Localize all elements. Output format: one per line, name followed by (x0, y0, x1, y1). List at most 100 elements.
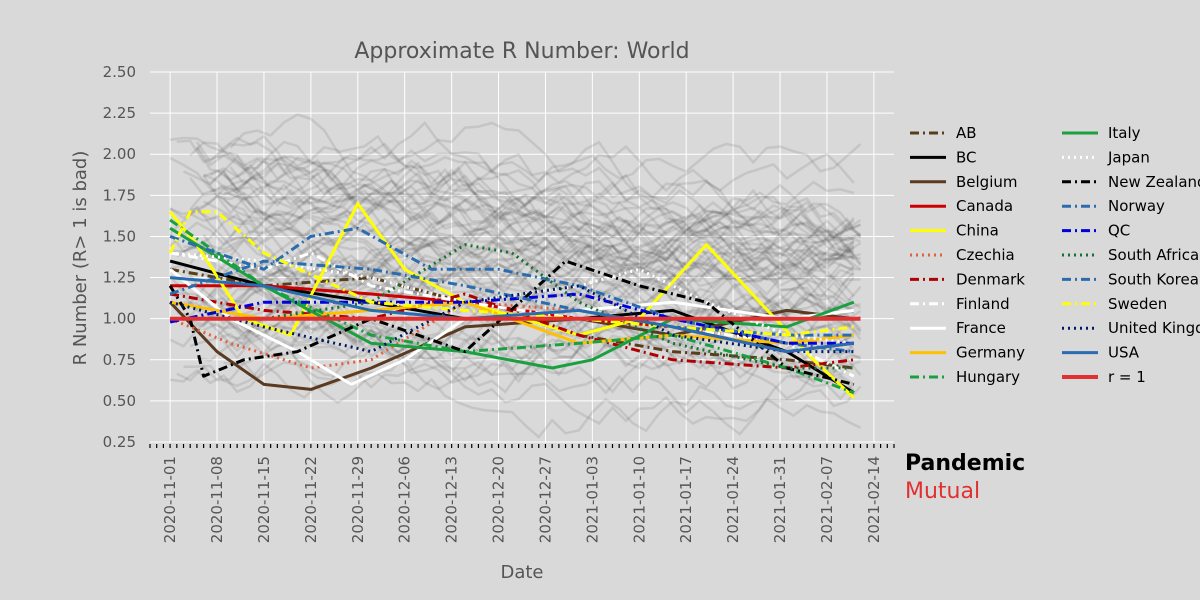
background-line (189, 141, 862, 265)
background-line (169, 343, 855, 394)
background-line (169, 205, 855, 300)
background-line (209, 161, 855, 278)
background-line (169, 211, 855, 332)
background-line (170, 206, 855, 262)
x-tick-label: 2021-01-10 (630, 456, 648, 543)
background-line (202, 200, 862, 283)
y-tick-label: 0.25 (103, 433, 136, 451)
legend-label: China (956, 222, 999, 240)
background-line (189, 280, 862, 387)
x-tick-label: 2020-11-22 (302, 456, 320, 543)
legend-label: Italy (1108, 124, 1141, 142)
background-line (222, 270, 855, 370)
legend-label: Czechia (956, 246, 1015, 264)
legend-label: New Zealand (1108, 173, 1200, 191)
x-tick-label: 2021-02-07 (818, 456, 836, 543)
brand-pandemic: Pandemic (905, 451, 1025, 476)
legend-label: Finland (956, 295, 1010, 313)
series-line (169, 267, 854, 370)
x-tick-label: 2021-01-03 (583, 456, 601, 543)
background-line (189, 167, 861, 243)
background-line (230, 255, 862, 348)
background-line (216, 311, 862, 436)
background-lines (169, 113, 862, 439)
legend-label: Canada (956, 197, 1013, 215)
background-line (222, 233, 855, 360)
x-tick-label: 2020-12-20 (490, 456, 508, 543)
background-line (195, 147, 855, 278)
background-line (203, 173, 862, 271)
x-tick-label: 2020-11-01 (161, 456, 179, 543)
background-line (223, 160, 855, 283)
legend: AB BC Belgium Canada China Czechia Denmark Finl… (910, 124, 1200, 386)
series-line (169, 292, 854, 370)
background-line (169, 136, 855, 267)
series-lines (168, 202, 861, 399)
legend-label: Belgium (956, 173, 1018, 191)
x-tick-label: 2021-01-31 (771, 456, 789, 543)
x-tick-label: 2020-12-27 (536, 456, 554, 543)
legend-label: Japan (1107, 148, 1150, 166)
background-line (183, 180, 855, 319)
x-tick-label: 2020-12-06 (396, 456, 414, 543)
x-tick-label: 2021-02-14 (865, 456, 883, 543)
background-line (176, 139, 862, 341)
background-line (190, 268, 862, 370)
x-tick-label: 2020-11-08 (208, 456, 226, 543)
legend-label: Norway (1108, 197, 1165, 215)
y-tick-label: 2.25 (103, 104, 136, 122)
legend-label: USA (1108, 344, 1140, 362)
background-line (203, 145, 862, 275)
series-line (168, 259, 855, 386)
legend-label: France (956, 319, 1006, 337)
background-line (195, 121, 855, 287)
background-line (169, 207, 855, 323)
background-line (189, 200, 862, 281)
minor-ticks (149, 444, 895, 448)
plot-area (150, 72, 894, 442)
x-tick-label: 2020-11-15 (255, 456, 273, 543)
y-tick-labels: 0.25 0.50 0.75 1.00 1.25 1.50 1.75 2.00 2.25 2.50 (103, 63, 136, 451)
x-tick-labels: 2020-11-01 2020-11-08 2020-11-15 2020-11-22… (161, 456, 883, 543)
background-line (209, 159, 855, 280)
y-tick-label: 0.75 (103, 351, 136, 369)
background-line (169, 121, 855, 254)
y-tick-label: 1.25 (103, 269, 136, 287)
x-tick-label: 2021-01-24 (724, 456, 742, 543)
y-tick-label: 2.00 (103, 145, 136, 163)
legend-label: r = 1 (1108, 368, 1146, 386)
x-axis-label: Date (500, 562, 543, 583)
y-tick-label: 1.00 (103, 310, 136, 328)
background-line (229, 113, 862, 240)
background-line (189, 177, 861, 348)
series-line (169, 226, 855, 370)
brand-mutual: Mutual (905, 479, 980, 504)
background-line (189, 188, 862, 247)
background-line (195, 134, 855, 256)
x-tick-label: 2020-12-13 (443, 456, 461, 543)
series-line (168, 210, 854, 337)
legend-label: Germany (956, 344, 1025, 362)
legend-label: South Korea (1108, 270, 1199, 288)
background-line (222, 197, 855, 344)
grid (150, 71, 894, 443)
x-tick-label: 2020-11-29 (349, 456, 367, 543)
background-line (183, 292, 855, 400)
background-line (216, 225, 861, 315)
background-line (209, 155, 855, 254)
background-line (203, 223, 861, 341)
background-line (203, 200, 862, 309)
y-tick-label: 0.50 (103, 392, 136, 410)
background-line (176, 360, 862, 439)
background-line (183, 173, 855, 271)
background-line (229, 166, 862, 330)
legend-label: Hungary (956, 368, 1020, 386)
y-axis-label: R Number (R> 1 is bad) (70, 151, 91, 366)
background-line (189, 142, 862, 227)
background-line (229, 179, 861, 290)
background-line (176, 237, 861, 317)
background-line (216, 239, 861, 302)
legend-label: South Africa (1108, 246, 1199, 264)
legend-label: Denmark (956, 270, 1025, 288)
